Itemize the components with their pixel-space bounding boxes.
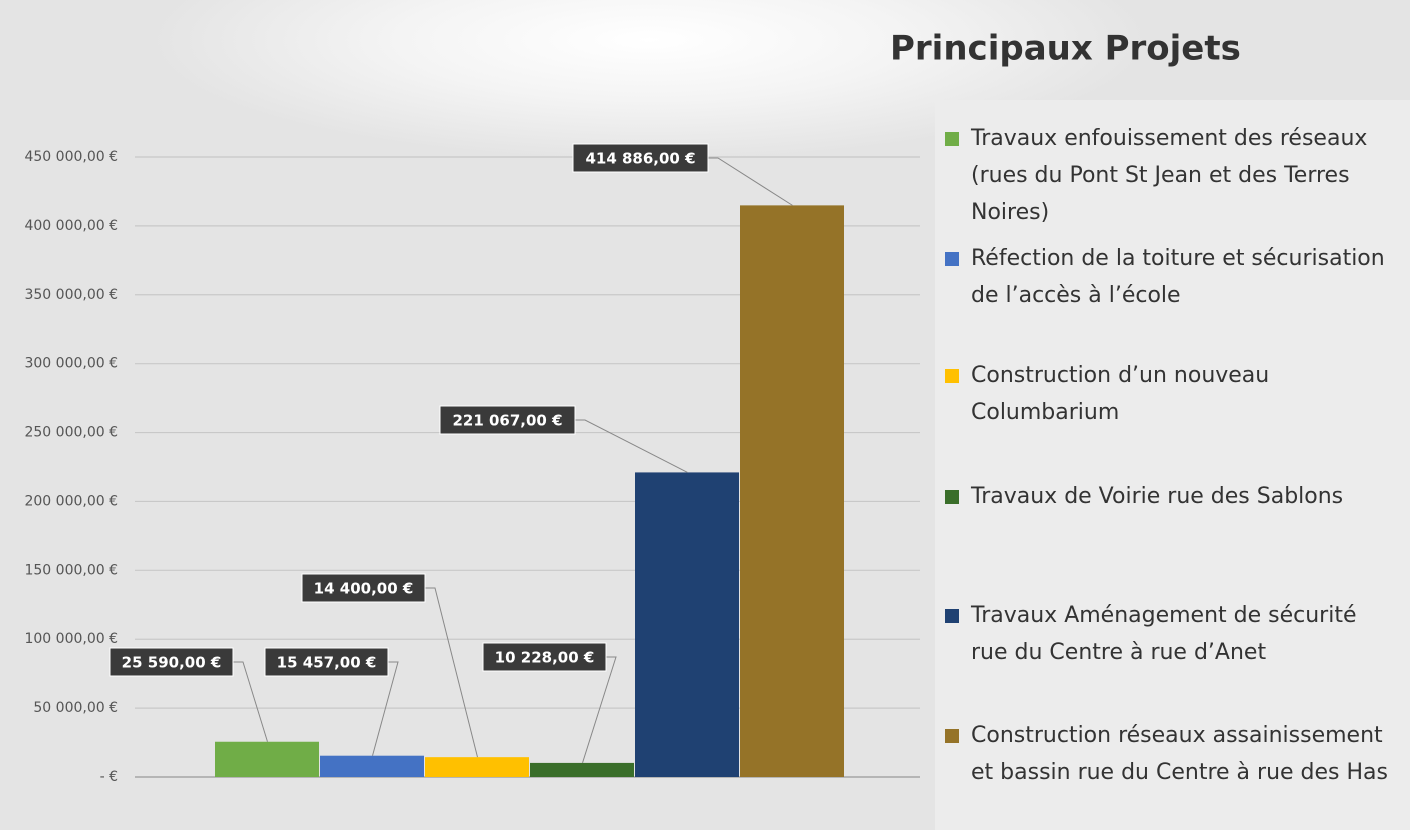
bar [635, 472, 739, 777]
bar [530, 762, 634, 777]
data-label-box [439, 405, 576, 435]
y-tick-label: 250 000,00 € [24, 425, 118, 441]
y-tick-label: 350 000,00 € [24, 287, 118, 303]
legend-item: Travaux enfouissement des réseaux (rues … [945, 120, 1400, 231]
legend-swatch [945, 729, 959, 743]
bar [320, 755, 424, 777]
legend-label: Réfection de la toiture et sécurisation … [971, 246, 1385, 308]
legend-item: Construction d’un nouveau Columbarium [945, 357, 1400, 431]
y-tick-label: 200 000,00 € [24, 493, 118, 509]
leader-line [425, 587, 478, 758]
legend-swatch [945, 490, 959, 504]
y-tick-label: 400 000,00 € [24, 218, 118, 234]
bar [215, 741, 319, 777]
y-tick-label: 50 000,00 € [33, 700, 118, 716]
data-label: 414 886,00 € [585, 150, 695, 168]
legend-label: Travaux de Voirie rue des Sablons [971, 484, 1344, 509]
leader-line [582, 656, 617, 764]
data-label: 15 457,00 € [277, 654, 377, 672]
y-tick-label: - € [100, 769, 118, 785]
legend-label: Travaux Aménagement de sécurité rue du C… [971, 603, 1357, 665]
legend-label: Construction réseaux assainissement et b… [971, 723, 1388, 785]
data-label-box [482, 642, 607, 672]
legend-swatch [945, 369, 959, 383]
bar [740, 205, 844, 778]
legend-item: Travaux Aménagement de sécurité rue du C… [945, 597, 1400, 671]
data-label: 221 067,00 € [452, 412, 562, 430]
leader-line [233, 661, 268, 742]
data-label-box [572, 143, 709, 173]
legend-item: Construction réseaux assainissement et b… [945, 717, 1400, 791]
data-label: 10 228,00 € [495, 649, 595, 667]
leader-line [575, 419, 688, 473]
data-label-box [109, 647, 234, 677]
legend-label: Construction d’un nouveau Columbarium [971, 363, 1270, 425]
data-label: 25 590,00 € [122, 654, 222, 672]
y-tick-label: 300 000,00 € [24, 356, 118, 372]
legend-swatch [945, 609, 959, 623]
bar [425, 757, 529, 777]
legend-swatch [945, 132, 959, 146]
y-tick-label: 450 000,00 € [24, 149, 118, 165]
legend-item: Réfection de la toiture et sécurisation … [945, 240, 1400, 314]
y-tick-label: 100 000,00 € [24, 631, 118, 647]
legend-item: Travaux de Voirie rue des Sablons [945, 478, 1400, 515]
data-label: 14 400,00 € [314, 580, 414, 598]
legend-label: Travaux enfouissement des réseaux (rues … [971, 126, 1368, 225]
leader-line [372, 661, 399, 756]
chart-title: Principaux Projets [890, 29, 1241, 69]
legend-swatch [945, 252, 959, 266]
leader-line [708, 157, 793, 206]
y-tick-label: 150 000,00 € [24, 562, 118, 578]
data-label-box [301, 573, 426, 603]
legend: Travaux enfouissement des réseaux (rues … [935, 100, 1410, 830]
data-label-box [264, 647, 389, 677]
